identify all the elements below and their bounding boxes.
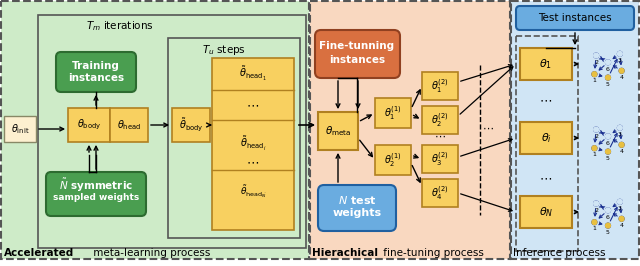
FancyBboxPatch shape — [46, 172, 146, 216]
Circle shape — [618, 200, 622, 204]
Text: Test instances: Test instances — [538, 13, 612, 23]
Text: 1: 1 — [593, 227, 596, 231]
FancyBboxPatch shape — [422, 72, 458, 100]
FancyBboxPatch shape — [310, 1, 510, 259]
Circle shape — [605, 60, 611, 65]
Text: $\cdots$: $\cdots$ — [540, 94, 552, 106]
Circle shape — [592, 220, 596, 225]
Text: 4: 4 — [620, 223, 623, 228]
Text: 3: 3 — [618, 58, 622, 63]
Circle shape — [592, 146, 596, 151]
Text: 2: 2 — [594, 60, 598, 65]
FancyBboxPatch shape — [520, 48, 572, 80]
Text: 2: 2 — [594, 134, 598, 139]
Text: $\tilde{\theta}_{\rm body}$: $\tilde{\theta}_{\rm body}$ — [179, 116, 204, 134]
FancyBboxPatch shape — [4, 116, 36, 142]
FancyBboxPatch shape — [68, 108, 110, 142]
Circle shape — [594, 53, 598, 58]
Text: 1: 1 — [593, 152, 596, 157]
Text: 4: 4 — [620, 75, 623, 80]
Circle shape — [618, 126, 622, 130]
Circle shape — [605, 208, 611, 213]
FancyBboxPatch shape — [422, 106, 458, 134]
Circle shape — [620, 68, 624, 73]
Text: $\theta_N$: $\theta_N$ — [539, 205, 553, 219]
Circle shape — [592, 72, 596, 77]
Text: $\tilde{\theta}_{{\rm head}_{\tilde{N}}}$: $\tilde{\theta}_{{\rm head}_{\tilde{N}}}… — [240, 184, 266, 200]
Text: $\cdots$: $\cdots$ — [246, 156, 260, 168]
Text: $\tilde{\theta}_{{\rm head}_i}$: $\tilde{\theta}_{{\rm head}_i}$ — [240, 135, 266, 153]
Text: sampled weights: sampled weights — [53, 193, 139, 202]
Text: $\cdots$: $\cdots$ — [482, 123, 494, 133]
FancyBboxPatch shape — [520, 122, 572, 154]
Text: fine-tuning process: fine-tuning process — [380, 248, 484, 258]
Circle shape — [594, 127, 598, 132]
FancyBboxPatch shape — [422, 145, 458, 173]
Text: $\tilde{\theta}_{{\rm head}_1}$: $\tilde{\theta}_{{\rm head}_1}$ — [239, 65, 267, 83]
Text: $\theta_3^{(2)}$: $\theta_3^{(2)}$ — [431, 150, 449, 168]
FancyBboxPatch shape — [212, 58, 294, 230]
Circle shape — [620, 142, 624, 147]
Text: Inference process: Inference process — [513, 248, 605, 258]
Text: Hierachical: Hierachical — [312, 248, 378, 258]
Text: $\theta_1^{(2)}$: $\theta_1^{(2)}$ — [431, 77, 449, 95]
Text: 3: 3 — [618, 132, 622, 137]
FancyBboxPatch shape — [422, 179, 458, 207]
Text: 6: 6 — [606, 66, 610, 72]
Text: 3: 3 — [618, 206, 622, 211]
Circle shape — [605, 223, 611, 228]
Text: $\theta_{\rm meta}$: $\theta_{\rm meta}$ — [324, 124, 351, 138]
Text: $\theta_2^{(2)}$: $\theta_2^{(2)}$ — [431, 111, 449, 129]
Text: $\theta_2^{(1)}$: $\theta_2^{(1)}$ — [384, 151, 402, 169]
FancyBboxPatch shape — [318, 185, 396, 231]
FancyBboxPatch shape — [56, 52, 136, 92]
FancyBboxPatch shape — [315, 30, 400, 78]
Text: 6: 6 — [606, 215, 610, 220]
FancyBboxPatch shape — [172, 108, 210, 142]
Text: $N$ test: $N$ test — [338, 194, 376, 206]
Circle shape — [620, 217, 624, 221]
Text: $\theta_{\rm init}$: $\theta_{\rm init}$ — [11, 122, 29, 136]
Text: $\tilde{N}$ symmetric: $\tilde{N}$ symmetric — [59, 176, 133, 194]
Text: $T_m$ iterations: $T_m$ iterations — [86, 19, 154, 33]
Text: $\theta_{\rm head}$: $\theta_{\rm head}$ — [117, 118, 141, 132]
FancyBboxPatch shape — [1, 1, 309, 259]
FancyBboxPatch shape — [318, 112, 358, 150]
Text: Accelerated: Accelerated — [4, 248, 74, 258]
Text: instances: instances — [329, 55, 385, 65]
Text: $\theta_i$: $\theta_i$ — [541, 131, 552, 145]
Text: 6: 6 — [606, 141, 610, 146]
Text: 2: 2 — [594, 208, 598, 213]
Text: instances: instances — [68, 73, 124, 83]
Text: 5: 5 — [606, 82, 610, 87]
Text: meta-learning process: meta-learning process — [90, 248, 211, 258]
FancyBboxPatch shape — [375, 145, 411, 175]
Text: $\cdots$: $\cdots$ — [540, 172, 552, 185]
Text: Training: Training — [72, 61, 120, 71]
Text: 1: 1 — [593, 78, 596, 84]
FancyBboxPatch shape — [110, 108, 148, 142]
Text: weights: weights — [332, 208, 381, 218]
Text: Fine-tunning: Fine-tunning — [319, 41, 395, 51]
FancyBboxPatch shape — [516, 6, 634, 30]
Text: $\theta_1$: $\theta_1$ — [540, 57, 552, 71]
Text: $\cdots$: $\cdots$ — [434, 131, 446, 141]
Text: $\theta_4^{(2)}$: $\theta_4^{(2)}$ — [431, 184, 449, 202]
Text: 5: 5 — [606, 230, 610, 235]
Text: $\theta_{\rm body}$: $\theta_{\rm body}$ — [77, 118, 101, 132]
FancyBboxPatch shape — [511, 1, 639, 259]
Text: $T_u$ steps: $T_u$ steps — [202, 43, 246, 57]
Circle shape — [605, 149, 611, 154]
Text: $\cdots$: $\cdots$ — [246, 98, 260, 111]
FancyBboxPatch shape — [520, 196, 572, 228]
Circle shape — [605, 134, 611, 139]
Text: $\theta_1^{(1)}$: $\theta_1^{(1)}$ — [384, 104, 402, 122]
Circle shape — [605, 75, 611, 80]
Text: 4: 4 — [620, 149, 623, 154]
FancyBboxPatch shape — [375, 98, 411, 128]
Circle shape — [594, 201, 598, 206]
Circle shape — [618, 51, 622, 56]
Text: 5: 5 — [606, 156, 610, 161]
